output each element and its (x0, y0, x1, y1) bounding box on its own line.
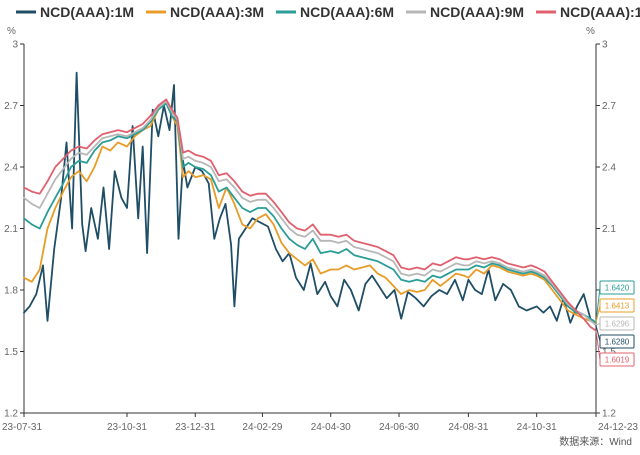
y-unit-right: % (586, 26, 595, 37)
end-label-text-5: 1.6019 (605, 355, 630, 364)
y-tick-label-left: 2.1 (4, 224, 18, 235)
end-label-connector-2 (595, 305, 601, 323)
source-label: 数据来源：Wind (559, 435, 632, 448)
end-label-box-2 (599, 298, 635, 313)
y-tick-label-right: 1.2 (602, 409, 616, 420)
y-tick-label-left: 2.7 (4, 101, 18, 112)
x-tick-label: 23-07-31 (2, 422, 42, 433)
y-tick-label-right: 2.4 (602, 163, 616, 174)
series-line-4 (23, 100, 597, 326)
end-label-connector-4 (595, 323, 601, 326)
series-line-2 (23, 100, 597, 324)
x-tick-label: 24-10-31 (517, 422, 557, 433)
x-tick-label: 23-12-31 (175, 422, 215, 433)
series-line-1 (23, 71, 597, 327)
x-tick-label: 24-12-23 (598, 422, 638, 433)
legend-label-4: NCD(AAA):9M (430, 4, 524, 20)
end-label-box-3 (599, 280, 635, 295)
y-tick-label-left: 2.4 (4, 163, 18, 174)
x-tick-label: 23-10-31 (107, 422, 147, 433)
legend-label-1: NCD(AAA):1M (40, 4, 134, 20)
end-label-connector-5 (595, 330, 601, 360)
y-tick-label-left: 1.2 (4, 409, 18, 420)
x-tick-label: 24-04-30 (311, 422, 351, 433)
end-label-box-4 (599, 316, 635, 331)
end-label-box-5 (599, 352, 635, 367)
y-unit-left: % (7, 26, 16, 37)
end-label-box-1 (599, 334, 635, 349)
legend-label-3: NCD(AAA):6M (300, 4, 394, 20)
end-label-connector-1 (595, 325, 601, 342)
legend-label-2: NCD(AAA):3M (170, 4, 264, 20)
x-tick-label: 24-08-31 (448, 422, 488, 433)
y-tick-label-right: 2.1 (602, 224, 616, 235)
end-label-text-3: 1.6420 (605, 283, 630, 292)
x-tick-label: 24-02-29 (242, 422, 282, 433)
y-tick-label-right: 2.7 (602, 101, 616, 112)
end-label-text-4: 1.6296 (605, 319, 630, 328)
end-label-text-1: 1.6280 (605, 337, 630, 346)
series-line-3 (23, 102, 597, 324)
legend-label-5: NCD(AAA):1Y (560, 4, 640, 20)
x-tick-label: 24-06-30 (379, 422, 419, 433)
series-line-5 (23, 98, 597, 332)
end-label-text-2: 1.6413 (605, 301, 630, 310)
y-tick-label-left: 1.5 (4, 347, 18, 358)
end-label-connector-3 (595, 287, 601, 323)
y-tick-label-left: 1.8 (4, 286, 18, 297)
y-tick-label-left: 3 (12, 40, 18, 51)
y-tick-label-right: 3 (602, 40, 608, 51)
